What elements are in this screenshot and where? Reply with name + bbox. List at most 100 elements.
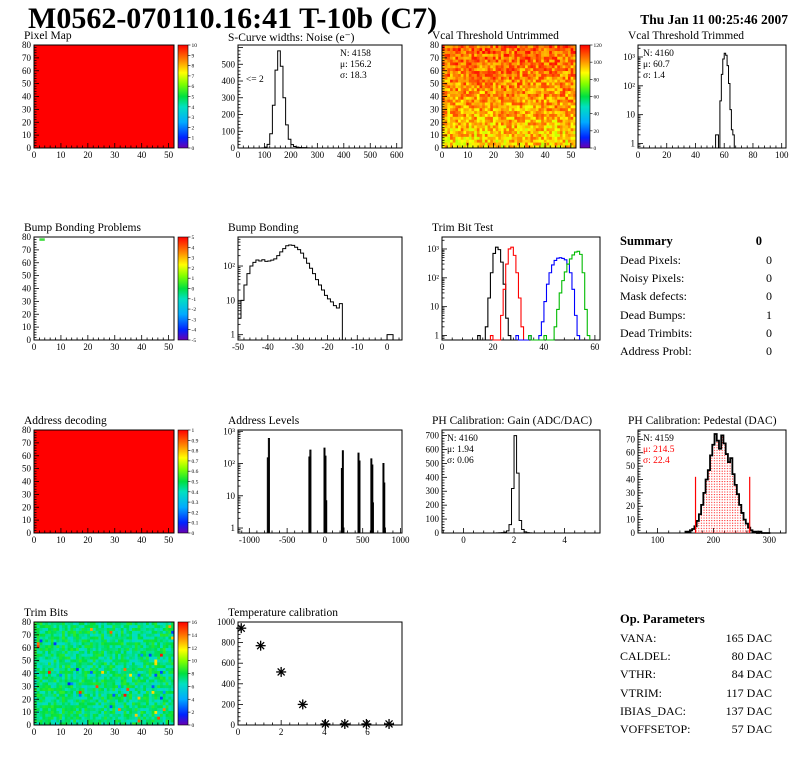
svg-text:10: 10: [56, 342, 66, 352]
svg-text:10: 10: [226, 491, 236, 501]
svg-text:30: 30: [22, 489, 32, 499]
svg-text:70: 70: [22, 245, 32, 255]
summary-title: Summary: [620, 234, 673, 248]
timestamp: Thu Jan 11 00:25:46 2007: [640, 12, 788, 27]
plot-address-decoding: Address decoding 0 10 20 30 40 50 0 10 20 30 40 50 6…: [8, 415, 206, 547]
svg-text:10: 10: [22, 130, 32, 140]
svg-text:2: 2: [192, 266, 195, 272]
svg-text:10: 10: [22, 707, 32, 717]
svg-text:40: 40: [22, 669, 32, 679]
op-parameter-value: 165 DAC: [725, 631, 772, 645]
svg-text:200: 200: [426, 500, 440, 510]
svg-text:-500: -500: [279, 535, 296, 545]
svg-text:100: 100: [426, 514, 440, 524]
svg-text:4: 4: [192, 105, 195, 111]
svg-text:4: 4: [322, 727, 327, 737]
plot-ph-pedestal: PH Calibration: Pedestal (DAC) 100 200 300…: [612, 415, 794, 547]
svg-text:80: 80: [22, 233, 32, 242]
svg-text:20: 20: [626, 501, 636, 511]
svg-text:8: 8: [192, 64, 195, 70]
summary-value: 0: [766, 289, 772, 304]
svg-text:50: 50: [22, 656, 32, 666]
svg-text:60: 60: [626, 448, 636, 458]
svg-text:50: 50: [164, 342, 174, 352]
svg-text:1: 1: [192, 428, 195, 434]
trim-bit-test-canvas: 0 20 40 60 1 10 10² 10³: [416, 233, 608, 354]
svg-text:μ: 1.94: μ: 1.94: [447, 445, 474, 455]
svg-text:0: 0: [440, 150, 445, 160]
plot-trim-bits: Trim Bits 0 10 20 30 40 50 0 10 20 30 40 50 60 70 80 0 2…: [8, 607, 206, 739]
svg-text:2: 2: [279, 727, 284, 737]
svg-text:70: 70: [22, 53, 32, 63]
op-parameters-title: Op. Parameters: [620, 612, 705, 626]
svg-text:-20: -20: [321, 342, 333, 352]
svg-text:10: 10: [430, 130, 440, 140]
svg-text:0: 0: [231, 720, 236, 730]
address-levels-canvas: -1000 -500 0 500 1000 1 10 10² 10³: [212, 426, 410, 547]
summary-row: Dead Pixels: 0: [620, 253, 772, 268]
plot-title: Bump Bonding: [228, 222, 299, 234]
plot-bump-bonding: Bump Bonding -50 -40 -30 -20 -10 0 1 10 10²: [212, 222, 410, 354]
svg-text:0: 0: [440, 342, 445, 352]
svg-text:10²: 10²: [427, 273, 439, 283]
op-parameter-label: VOFFSETOP:: [620, 721, 691, 736]
svg-text:100: 100: [258, 150, 272, 160]
svg-text:40: 40: [137, 535, 147, 545]
svg-text:0: 0: [461, 535, 466, 545]
svg-text:50: 50: [22, 271, 32, 281]
svg-text:0.5: 0.5: [192, 480, 199, 486]
svg-text:60: 60: [590, 342, 600, 352]
op-parameter-row: IBIAS_DAC: 137 DAC: [620, 704, 772, 719]
svg-text:-4: -4: [192, 328, 197, 334]
op-parameter-value: 117 DAC: [726, 685, 772, 700]
svg-text:10²: 10²: [223, 261, 235, 271]
svg-text:200: 200: [707, 535, 721, 545]
plot-title: S-Curve widths: Noise (e⁻): [228, 32, 355, 44]
temperature-calibration-canvas: 0 2 4 6 0 200 400 600 800 1000: [212, 617, 410, 739]
svg-text:200: 200: [222, 110, 236, 120]
svg-text:1: 1: [231, 523, 236, 533]
svg-text:20: 20: [430, 117, 440, 127]
svg-text:120: 120: [594, 43, 603, 49]
svg-text:60: 60: [430, 66, 440, 76]
svg-text:0: 0: [323, 535, 328, 545]
svg-text:30: 30: [22, 104, 32, 114]
svg-text:0: 0: [385, 342, 390, 352]
svg-text:10²: 10²: [623, 81, 635, 91]
op-parameter-label: VTHR:: [620, 667, 656, 682]
svg-text:10³: 10³: [427, 244, 439, 254]
svg-text:10²: 10²: [223, 459, 235, 469]
summary-label: Dead Bumps:: [620, 307, 686, 322]
svg-text:400: 400: [222, 679, 236, 689]
plot-title: Address Levels: [228, 415, 300, 427]
ph-gain-canvas: 0 2 4 0 100 200 300 400 500 600 700 N: 4160 μ: 1.94 σ…: [416, 426, 608, 547]
svg-text:30: 30: [22, 296, 32, 306]
svg-text:30: 30: [110, 535, 120, 545]
svg-text:600: 600: [390, 150, 404, 160]
op-parameter-row: VTHR: 84 DAC: [620, 667, 772, 682]
svg-text:0.6: 0.6: [192, 469, 199, 475]
svg-text:μ: 214.5: μ: 214.5: [643, 445, 675, 455]
plot-title: Vcal Threshold Trimmed: [628, 30, 745, 42]
svg-text:0.9: 0.9: [192, 438, 199, 444]
svg-text:0: 0: [27, 720, 32, 730]
svg-text:300: 300: [311, 150, 325, 160]
svg-text:20: 20: [662, 150, 672, 160]
svg-text:0: 0: [192, 287, 195, 293]
svg-text:80: 80: [430, 41, 440, 50]
pixel-map-canvas: 0 10 20 30 40 50 0 10 20 30 40 50 60 70 80 0 1 2 3 4 5 6 7 8 9 10: [8, 40, 206, 162]
svg-text:30: 30: [515, 150, 525, 160]
plot-title: PH Calibration: Gain (ADC/DAC): [432, 415, 593, 427]
svg-text:40: 40: [22, 284, 32, 294]
summary-row: Dead Bumps: 1: [620, 308, 772, 323]
op-parameter-label: IBIAS_DAC:: [620, 703, 687, 718]
svg-text:3: 3: [192, 115, 195, 121]
svg-text:20: 20: [83, 342, 93, 352]
svg-text:30: 30: [110, 342, 120, 352]
trim-bits-canvas: 0 10 20 30 40 50 0 10 20 30 40 50 60 70 80 0 2 4 6 8 10 12 14 1…: [8, 617, 206, 739]
svg-text:500: 500: [222, 59, 236, 69]
plot-title: Pixel Map: [24, 30, 72, 42]
svg-text:40: 40: [539, 342, 549, 352]
svg-text:40: 40: [137, 727, 147, 737]
svg-text:14: 14: [192, 633, 198, 639]
